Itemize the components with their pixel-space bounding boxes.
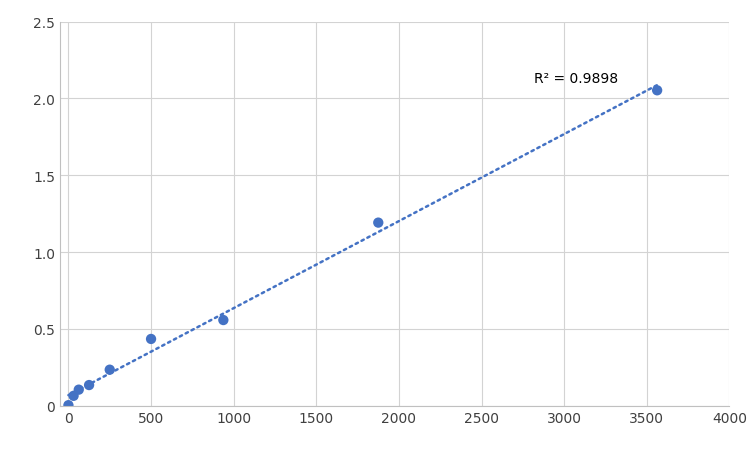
Point bbox=[372, 220, 384, 227]
Point bbox=[217, 317, 229, 324]
Point bbox=[104, 366, 116, 373]
Point bbox=[68, 392, 80, 400]
Text: R² = 0.9898: R² = 0.9898 bbox=[535, 71, 619, 85]
Point bbox=[651, 87, 663, 95]
Point bbox=[145, 336, 157, 343]
Point bbox=[73, 386, 85, 393]
Point bbox=[83, 382, 95, 389]
Point bbox=[62, 402, 74, 409]
